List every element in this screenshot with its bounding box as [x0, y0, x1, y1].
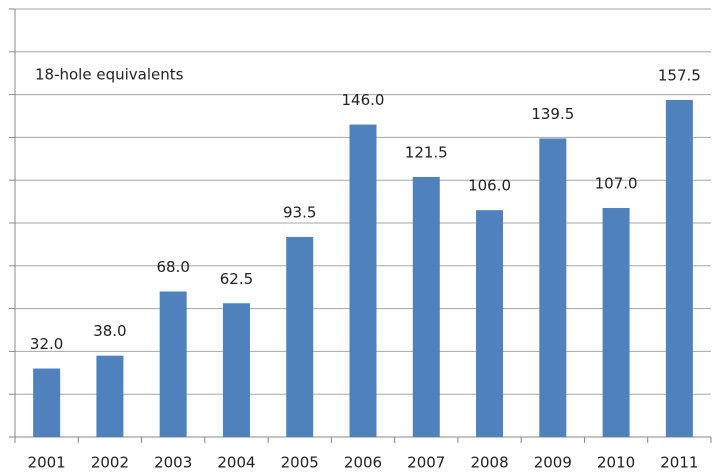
bar: [349, 124, 377, 437]
bar: [96, 355, 124, 437]
x-tick-label: 2008: [470, 454, 508, 472]
value-label: 157.5: [658, 66, 701, 84]
value-label: 32.0: [30, 335, 63, 353]
bar: [33, 368, 61, 437]
bar: [222, 303, 250, 437]
x-tick-label: 2001: [28, 454, 66, 472]
value-label: 68.0: [156, 258, 189, 276]
annotation: 18-hole equivalents: [35, 66, 184, 84]
value-label: 107.0: [595, 175, 638, 193]
value-label: 106.0: [468, 177, 511, 195]
x-tick-label: 2004: [217, 454, 255, 472]
x-tick-label: 2006: [344, 454, 382, 472]
x-tick-label: 2007: [407, 454, 445, 472]
x-tick-label: 2002: [91, 454, 129, 472]
value-label: 93.5: [283, 203, 316, 221]
value-label: 38.0: [93, 322, 126, 340]
bar: [286, 236, 314, 437]
value-label: 146.0: [342, 91, 385, 109]
bar: [159, 291, 187, 437]
x-tick-label: 2009: [534, 454, 572, 472]
bar: [539, 138, 567, 437]
bar: [665, 99, 693, 437]
x-tick-label: 2011: [660, 454, 698, 472]
value-label: 139.5: [531, 105, 574, 123]
bar: [476, 210, 504, 437]
x-tick-label: 2003: [154, 454, 192, 472]
value-label: 62.5: [220, 270, 253, 288]
value-label: 121.5: [405, 143, 448, 161]
x-tick-label: 2010: [597, 454, 635, 472]
bar: [602, 208, 630, 437]
bar: [412, 176, 440, 438]
x-tick-label: 2005: [281, 454, 319, 472]
